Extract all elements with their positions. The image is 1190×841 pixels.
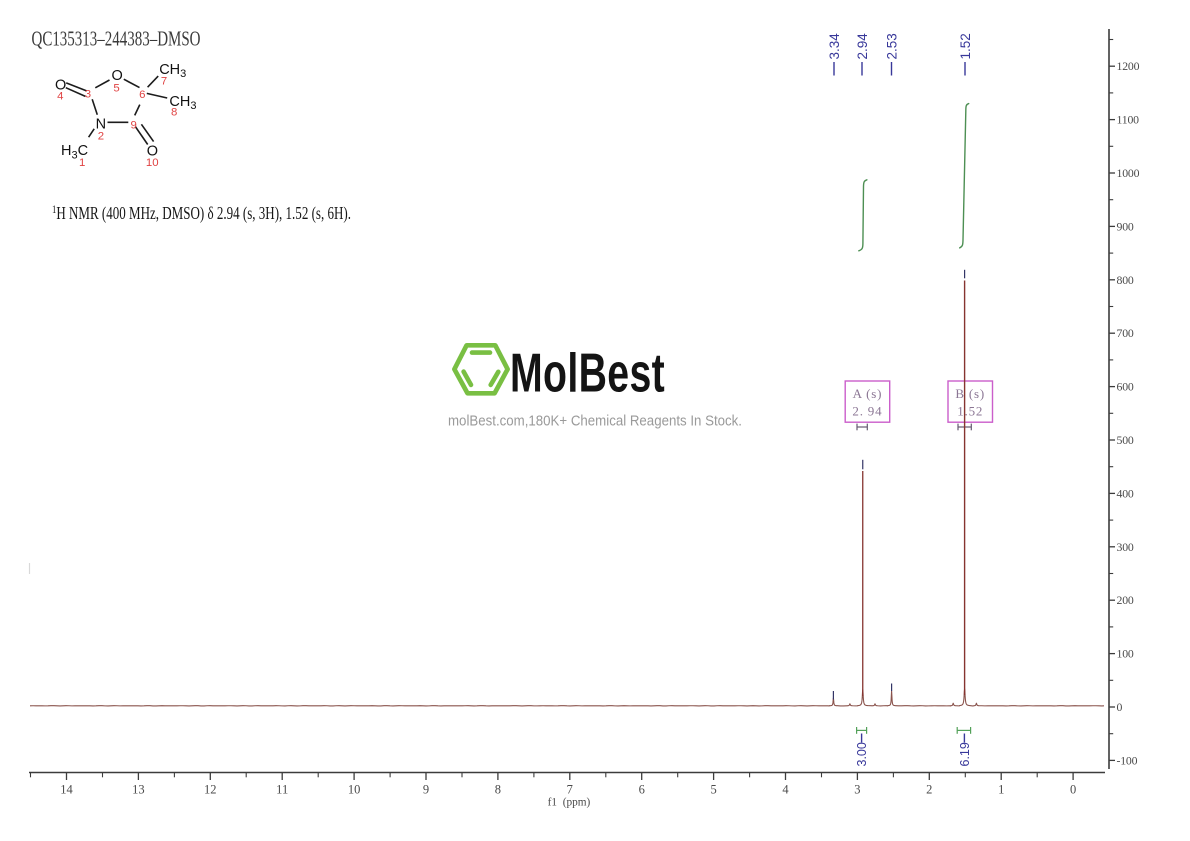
svg-text:1200: 1200 xyxy=(1117,59,1140,73)
svg-text:7: 7 xyxy=(567,782,573,796)
svg-text:200: 200 xyxy=(1117,593,1134,607)
svg-text:1: 1 xyxy=(998,782,1004,796)
svg-text:O: O xyxy=(55,78,66,94)
svg-text:3: 3 xyxy=(85,88,91,100)
svg-text:7: 7 xyxy=(161,75,167,87)
svg-text:1.52: 1.52 xyxy=(957,404,983,419)
svg-text:400: 400 xyxy=(1117,486,1134,500)
svg-text:1.52: 1.52 xyxy=(958,33,973,59)
svg-text:2.94: 2.94 xyxy=(855,33,870,60)
svg-text:2: 2 xyxy=(926,782,932,796)
svg-text:14: 14 xyxy=(60,782,73,796)
svg-text:H3C: H3C xyxy=(61,143,88,161)
svg-text:6: 6 xyxy=(639,782,645,796)
svg-text:300: 300 xyxy=(1117,540,1134,554)
svg-text:8: 8 xyxy=(171,106,177,118)
svg-text:molBest.com,180K+ Chemical Rea: molBest.com,180K+ Chemical Reagents In S… xyxy=(448,413,742,430)
svg-text:2.53: 2.53 xyxy=(884,33,899,59)
svg-text:900: 900 xyxy=(1117,219,1134,233)
svg-text:2. 94: 2. 94 xyxy=(852,404,882,419)
svg-text:0: 0 xyxy=(1117,700,1123,714)
svg-text:3.34: 3.34 xyxy=(827,33,842,60)
svg-text:5: 5 xyxy=(710,782,716,796)
svg-text:3: 3 xyxy=(854,782,860,796)
svg-text:O: O xyxy=(147,143,158,159)
svg-text:f1 (ppm): f1 (ppm) xyxy=(548,796,591,808)
svg-text:700: 700 xyxy=(1117,326,1134,340)
svg-text:N: N xyxy=(96,117,106,133)
svg-text:B (s): B (s) xyxy=(955,386,985,401)
svg-text:8: 8 xyxy=(495,782,501,796)
svg-text:6: 6 xyxy=(139,89,145,101)
svg-text:1H NMR (400 MHz, DMSO) δ 2.94: 1H NMR (400 MHz, DMSO) δ 2.94 (s, 3H), 1… xyxy=(52,202,351,224)
svg-text:1100: 1100 xyxy=(1117,113,1140,127)
svg-text:MolBest: MolBest xyxy=(510,343,665,404)
svg-text:4: 4 xyxy=(57,91,63,103)
svg-text:600: 600 xyxy=(1117,380,1134,394)
svg-text:0: 0 xyxy=(1070,782,1076,796)
svg-text:10: 10 xyxy=(348,782,361,796)
svg-text:500: 500 xyxy=(1117,433,1134,447)
svg-text:2: 2 xyxy=(98,131,104,143)
svg-text:800: 800 xyxy=(1117,273,1134,287)
svg-text:1: 1 xyxy=(79,157,85,169)
svg-text:9: 9 xyxy=(131,119,137,131)
svg-text:3.00: 3.00 xyxy=(855,742,869,766)
svg-text:13: 13 xyxy=(132,782,145,796)
svg-text:11: 11 xyxy=(276,782,288,796)
svg-text:QC135313–244383–DMSO: QC135313–244383–DMSO xyxy=(32,27,201,51)
svg-text:9: 9 xyxy=(423,782,429,796)
svg-text:4: 4 xyxy=(782,782,789,796)
svg-text:CH3: CH3 xyxy=(159,62,186,80)
svg-text:6.19: 6.19 xyxy=(958,742,972,766)
svg-text:A (s): A (s) xyxy=(853,386,883,401)
svg-text:CH3: CH3 xyxy=(169,94,196,112)
svg-text:O: O xyxy=(112,68,123,84)
svg-text:10: 10 xyxy=(146,157,159,169)
svg-text:5: 5 xyxy=(113,82,119,94)
svg-text:12: 12 xyxy=(204,782,217,796)
svg-text:1000: 1000 xyxy=(1117,166,1140,180)
svg-text:-100: -100 xyxy=(1117,753,1138,767)
svg-text:100: 100 xyxy=(1117,647,1134,661)
